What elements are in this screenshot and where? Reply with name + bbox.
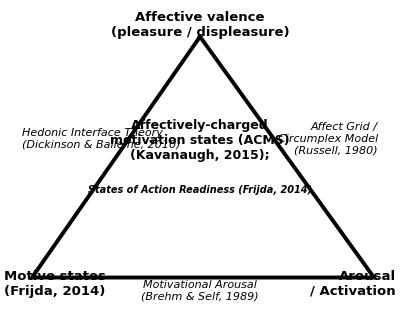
Text: Affect Grid /
Circumplex Model
(Russell, 1980): Affect Grid / Circumplex Model (Russell,… <box>278 122 378 155</box>
Text: Motivational Arousal
(Brehm & Self, 1989): Motivational Arousal (Brehm & Self, 1989… <box>141 280 259 301</box>
Text: Motive states
(Frijda, 2014): Motive states (Frijda, 2014) <box>4 270 106 298</box>
Text: Hedonic Interface Theory
(Dickinson & Balleine, 2010): Hedonic Interface Theory (Dickinson & Ba… <box>22 128 180 150</box>
Text: Affectively-charged
motivation states (ACMS)
(Kavanaugh, 2015);: Affectively-charged motivation states (A… <box>110 119 290 162</box>
Text: States of Action Readiness (Frijda, 2014): States of Action Readiness (Frijda, 2014… <box>88 185 312 195</box>
Text: Arousal
/ Activation: Arousal / Activation <box>310 270 396 298</box>
Text: Affective valence
(pleasure / displeasure): Affective valence (pleasure / displeasur… <box>111 11 289 39</box>
